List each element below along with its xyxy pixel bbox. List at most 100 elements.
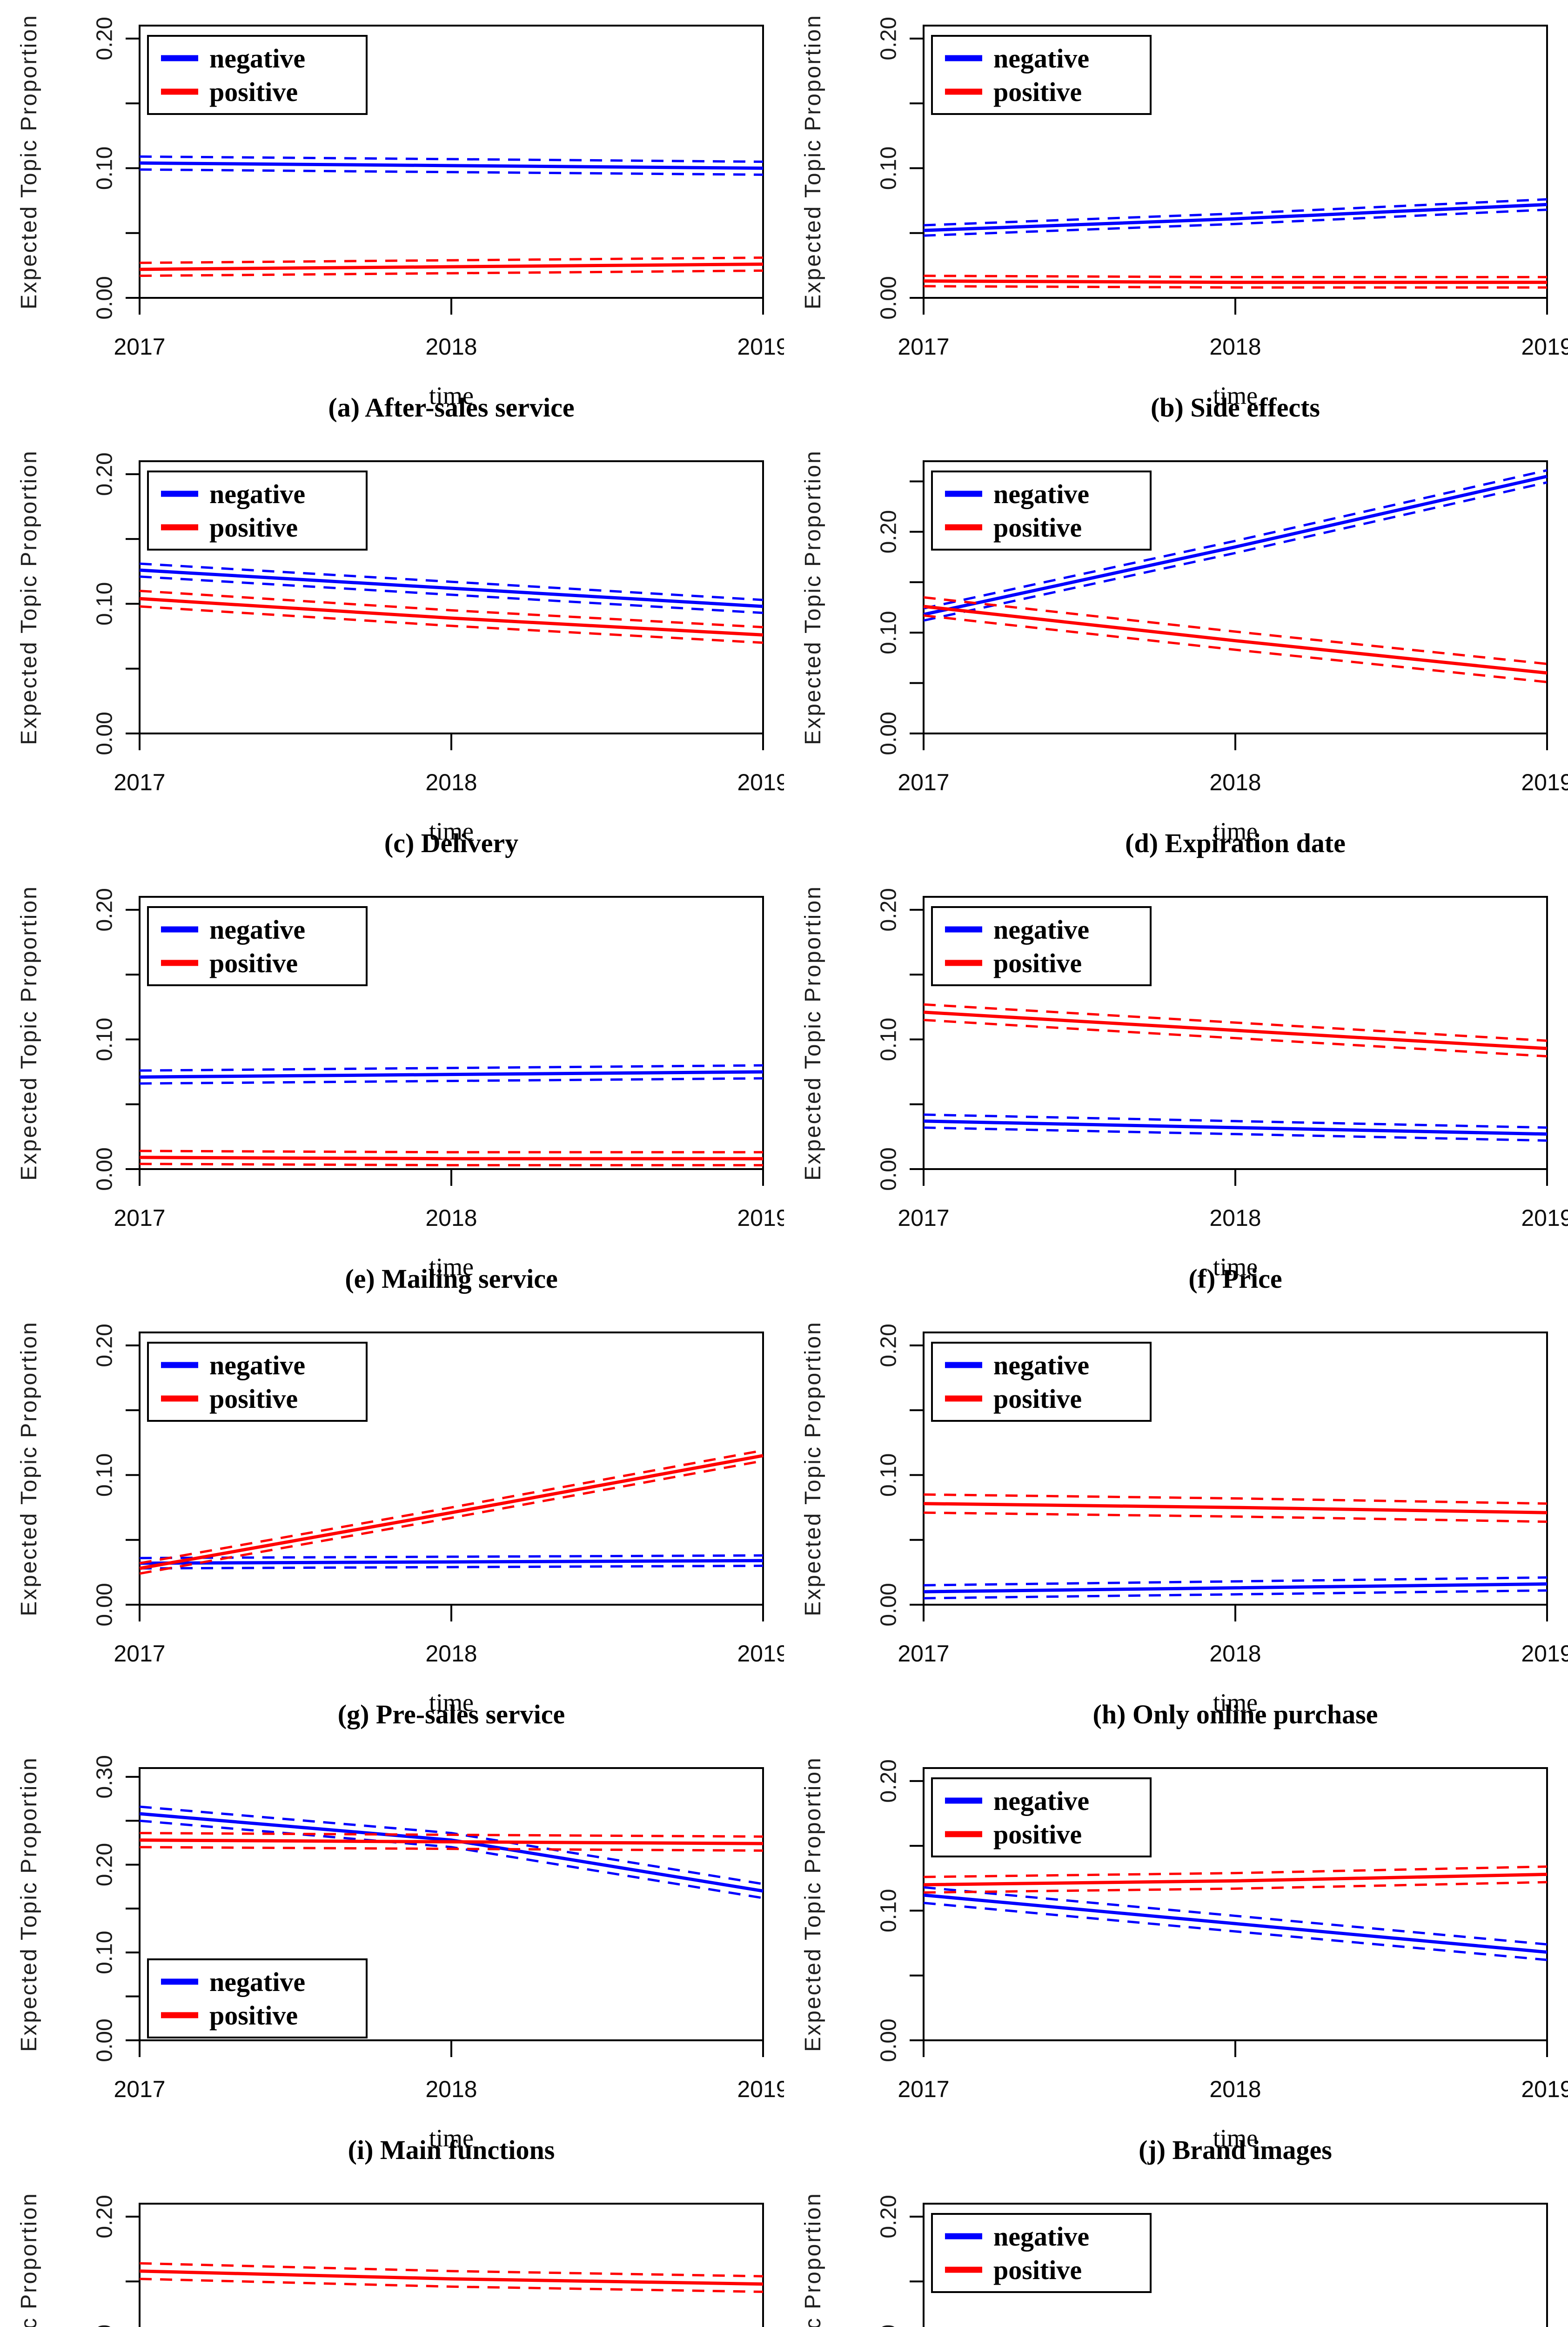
y-tick-label: 0.20 — [93, 2195, 117, 2238]
ci-line-negative — [139, 155, 764, 163]
y-tick-label: 0.10 — [93, 1453, 117, 1497]
series-line-negative — [923, 1893, 1548, 1954]
plot-box — [139, 2203, 764, 2327]
ci-line-positive — [139, 1449, 764, 1565]
legend-label-negative: negative — [993, 915, 1089, 945]
y-axis-label: Expected Topic Proportion — [801, 2192, 825, 2327]
legend-label-positive: positive — [209, 1384, 298, 1414]
y-tick-label: 0.00 — [877, 712, 901, 755]
legend-label-positive: positive — [993, 948, 1082, 978]
x-tick-label: 2019 — [737, 1205, 784, 1231]
legend-label-positive: positive — [993, 2255, 1082, 2285]
x-tick-label: 2019 — [1521, 1205, 1568, 1231]
y-tick-label: 0.00 — [93, 2018, 117, 2062]
legend-label-negative: negative — [993, 479, 1089, 509]
y-axis-label: Expected Topic Proportion — [17, 2192, 41, 2327]
ci-line-positive — [923, 285, 1547, 289]
legend-box — [931, 35, 1152, 115]
ci-line-negative — [923, 208, 1548, 237]
ci-line-positive — [139, 269, 764, 277]
ci-line-positive — [139, 256, 764, 264]
ci-line-negative — [139, 1554, 764, 1560]
y-tick-label: 0.10 — [877, 1889, 901, 1932]
panel-i: 0.00 0.10 0.20 0.30 2017 2018 2019 Expected Top… — [0, 1742, 784, 2178]
panel-caption: (e) Mailing service — [345, 1264, 557, 1294]
panel-c: 0.00 0.10 0.20 2017 2018 2019 Expected Topic P… — [0, 436, 784, 871]
legend-box — [931, 2213, 1152, 2293]
legend-label-positive: positive — [209, 2000, 298, 2031]
ci-line-negative — [139, 168, 764, 176]
y-tick-label: 0.10 — [93, 1931, 117, 1974]
ci-line-positive — [139, 1459, 764, 1575]
panel-caption: (d) Expiration date — [1125, 828, 1346, 858]
legend-label-negative: negative — [209, 479, 305, 509]
x-tick-label: 2018 — [425, 1641, 477, 1667]
y-tick-label: 0.10 — [93, 2325, 117, 2327]
x-tick-label: 2019 — [737, 1641, 784, 1667]
legend-label-positive: positive — [993, 77, 1082, 107]
x-tick-label: 2017 — [114, 1641, 165, 1667]
ci-line-positive — [923, 614, 1548, 683]
ci-line-positive — [923, 275, 1547, 278]
legend-box — [931, 906, 1152, 986]
series-line-positive — [139, 2269, 764, 2286]
series-line-positive — [923, 1872, 1548, 1887]
ci-line-positive — [923, 1881, 1548, 1894]
series-line-negative — [923, 1119, 1548, 1136]
series-line-negative — [139, 1070, 764, 1079]
y-tick-label: 0.10 — [877, 1453, 901, 1497]
x-tick-label: 2019 — [737, 2076, 784, 2102]
y-tick-label: 0.10 — [877, 2325, 901, 2327]
plot-box — [923, 2203, 1548, 2327]
ci-line-negative — [923, 1113, 1548, 1129]
x-axis-label: time — [429, 382, 474, 410]
ci-line-negative — [923, 1902, 1548, 1961]
series-line-positive — [923, 605, 1548, 675]
y-tick-label: 0.20 — [877, 2195, 901, 2238]
ci-line-positive — [923, 1003, 1548, 1042]
ci-line-positive — [139, 2262, 764, 2278]
legend-box — [931, 1777, 1152, 1857]
ci-line-negative — [139, 1064, 764, 1072]
legend-box — [931, 1342, 1152, 1422]
y-tick-label: 0.10 — [93, 147, 117, 190]
ci-line-negative — [139, 1564, 764, 1570]
ci-line-positive — [139, 1150, 763, 1154]
ci-line-negative — [139, 1805, 764, 1885]
x-tick-label: 2019 — [1521, 769, 1568, 795]
panel-caption: (c) Delivery — [384, 828, 518, 858]
y-axis-label: Expected Topic Proportion — [17, 14, 41, 309]
ci-line-negative — [923, 1589, 1548, 1600]
x-axis-label: time — [1213, 1688, 1258, 1716]
y-axis-label: Expected Topic Proportion — [801, 450, 825, 745]
y-tick-label: 0.10 — [93, 1018, 117, 1061]
panel-j: 0.00 0.10 0.20 2017 2018 2019 Expected Topic P… — [784, 1742, 1568, 2178]
x-axis-label: time — [429, 1688, 474, 1716]
panel-caption: (i) Main functions — [348, 2135, 555, 2165]
y-axis-label: Expected Topic Proportion — [801, 14, 825, 309]
y-axis-label: Expected Topic Proportion — [17, 1321, 41, 1616]
y-tick-label: 0.20 — [93, 1843, 117, 1886]
panel-e: 0.00 0.10 0.20 2017 2018 2019 Expected Topic P… — [0, 871, 784, 1307]
legend-box — [147, 1958, 368, 2038]
x-tick-label: 2019 — [1521, 334, 1568, 360]
x-axis-label: time — [1213, 2124, 1258, 2152]
legend-label-negative: negative — [209, 43, 305, 74]
x-axis-label: time — [429, 1253, 474, 1281]
panel-f: 0.00 0.10 0.20 2017 2018 2019 Expected Topic P… — [784, 871, 1568, 1307]
series-line-negative — [923, 1582, 1548, 1594]
legend-label-positive: positive — [993, 1819, 1082, 1849]
x-tick-label: 2018 — [425, 2076, 477, 2102]
ci-line-negative — [139, 1819, 764, 1899]
ci-line-negative — [139, 575, 764, 614]
series-line-positive — [139, 1838, 764, 1845]
y-tick-label: 0.00 — [93, 712, 117, 755]
panel-caption: (a) After-sales service — [328, 392, 574, 423]
series-line-positive — [923, 279, 1547, 284]
ci-line-positive — [139, 1846, 764, 1852]
